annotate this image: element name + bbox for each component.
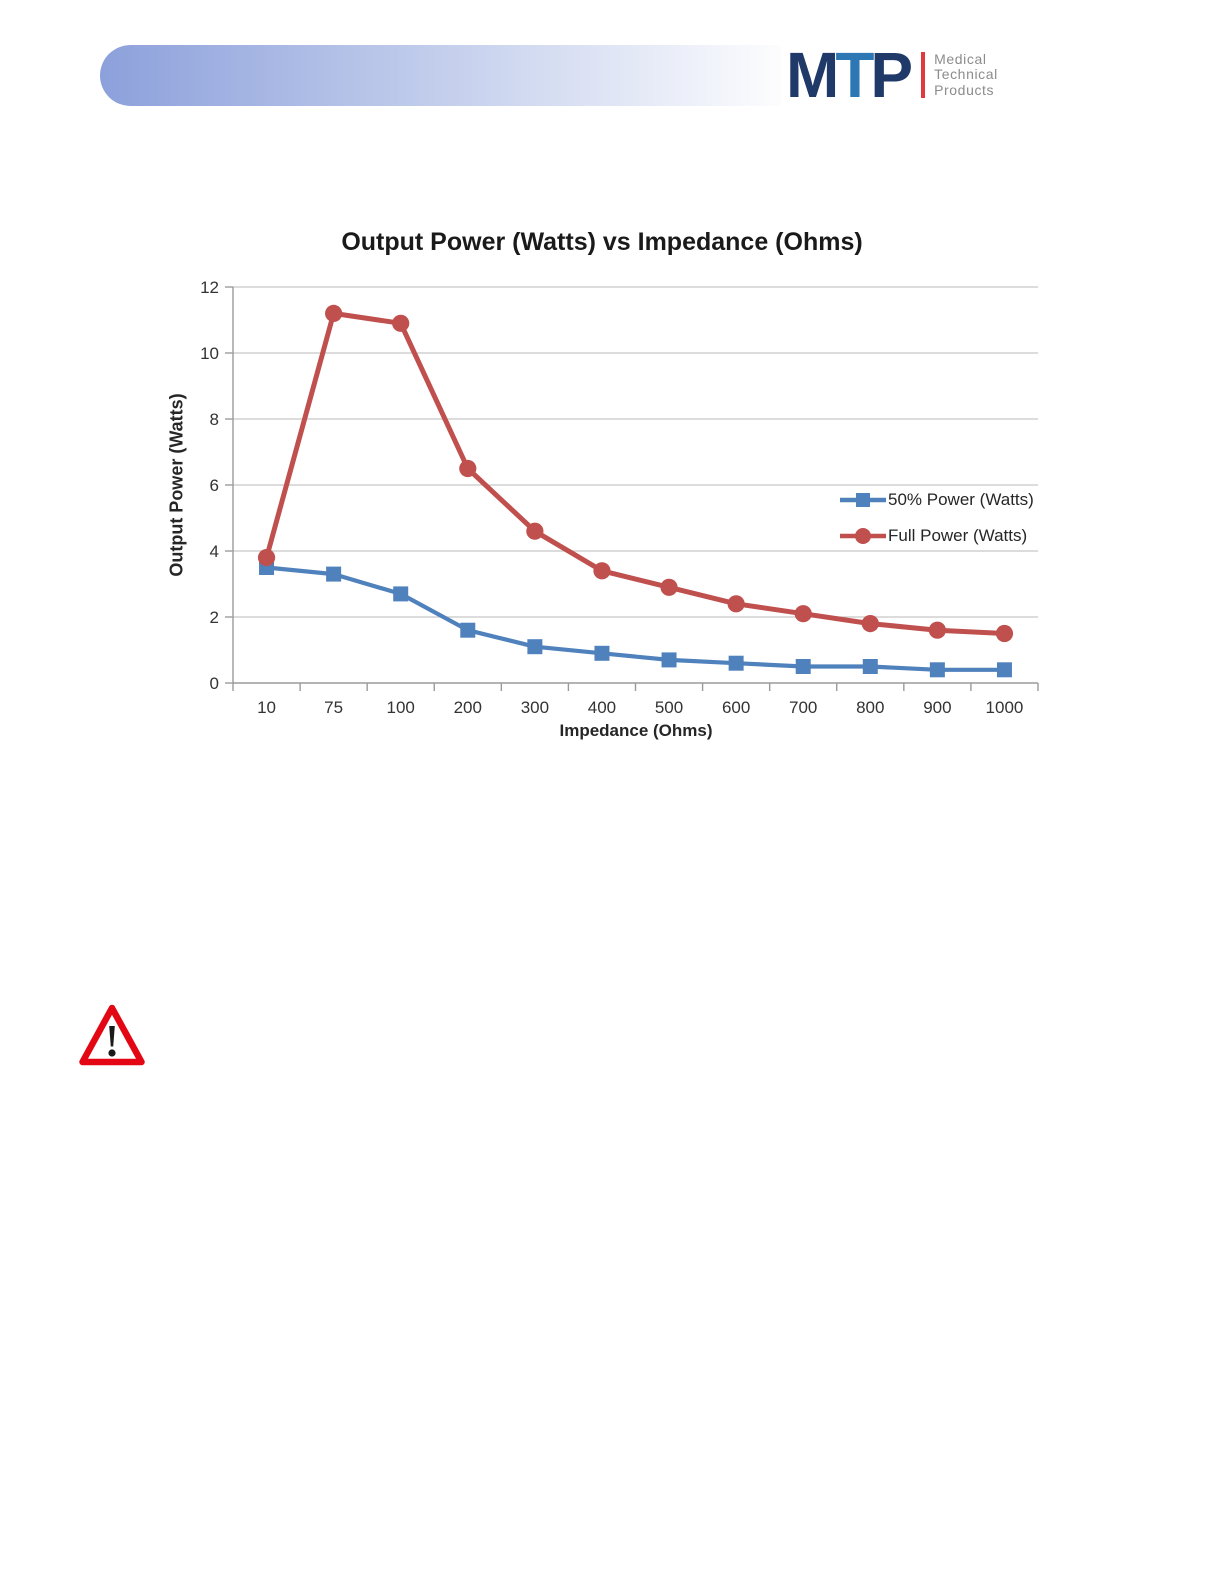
data-point-marker [727,595,745,613]
legend-label: Full Power (Watts) [888,526,1028,545]
logo-tagline-line: Technical [934,66,998,83]
data-point-marker [862,659,878,674]
data-point-marker [794,605,812,623]
data-point-marker [257,549,276,567]
data-point-marker [526,522,544,540]
mtp-logo-letters: M T P [786,39,913,111]
x-tick-label: 10 [257,698,276,717]
x-tick-label: 700 [789,698,817,717]
data-point-marker [928,621,946,639]
x-tick-label: 600 [722,698,750,717]
data-point-marker [728,655,744,671]
logo-tagline: Medical Technical Products [934,50,998,99]
legend-item: Full Power (Watts) [840,526,1034,546]
y-tick-label: 2 [210,608,219,627]
logo-tagline-line: Medical [934,50,987,67]
x-tick-label: 1000 [986,698,1024,717]
data-point-marker [861,615,879,633]
x-tick-label: 75 [324,698,343,717]
data-point-marker [795,659,811,674]
x-axis-title: Impedance (Ohms) [559,721,713,740]
legend-marker-icon [840,493,886,507]
plot-area: 0 2 4 6 8 10 12 10 75 100 200 300 400 500 600 700 800 900… [200,278,1039,717]
mtp-logo: M T P Medical Technical Products [786,39,998,111]
logo-tagline-line: Products [934,81,995,98]
header-gradient-bar [100,45,782,106]
data-point-marker [661,652,677,668]
logo-letter-m: M [786,39,839,111]
data-point-marker [460,622,476,638]
y-tick-label: 8 [210,410,219,429]
y-tick-label: 0 [210,674,219,693]
y-tick-label: 10 [200,344,219,363]
x-tick-label: 200 [454,698,482,717]
chart-legend: 50% Power (Watts) Full Power (Watts) [840,490,1034,546]
data-point-marker [459,459,477,478]
x-tick-label: 800 [856,698,884,717]
legend-marker-icon [840,528,886,544]
data-point-marker [527,639,543,655]
x-tick-label: 400 [588,698,616,717]
data-point-marker [392,314,410,332]
data-point-marker [660,578,678,596]
y-tick-label: 12 [200,278,219,297]
series-line-50-power [264,565,1007,672]
data-point-marker [393,586,409,602]
y-tick-label: 4 [210,542,219,561]
warning-triangle-icon [79,1004,145,1066]
data-point-marker [996,662,1012,678]
x-tick-label: 500 [655,698,683,717]
data-point-marker [325,304,343,322]
x-tick-label: 900 [923,698,951,717]
logo-divider [921,52,926,98]
data-point-marker [929,662,945,678]
data-point-marker [594,645,610,661]
chart-title: Output Power (Watts) vs Impedance (Ohms) [341,228,863,256]
x-tick-label: 100 [387,698,415,717]
logo-letter-t: T [835,39,874,111]
y-tick-label: 6 [210,476,219,495]
data-point-marker [326,566,342,582]
series-line-full-power [264,310,1007,636]
x-tick-label: 300 [521,698,549,717]
data-point-marker [995,624,1014,643]
logo-letter-p: P [870,39,913,111]
legend-label: 50% Power (Watts) [888,490,1034,509]
legend-item: 50% Power (Watts) [840,490,1034,510]
data-point-marker [593,562,611,580]
